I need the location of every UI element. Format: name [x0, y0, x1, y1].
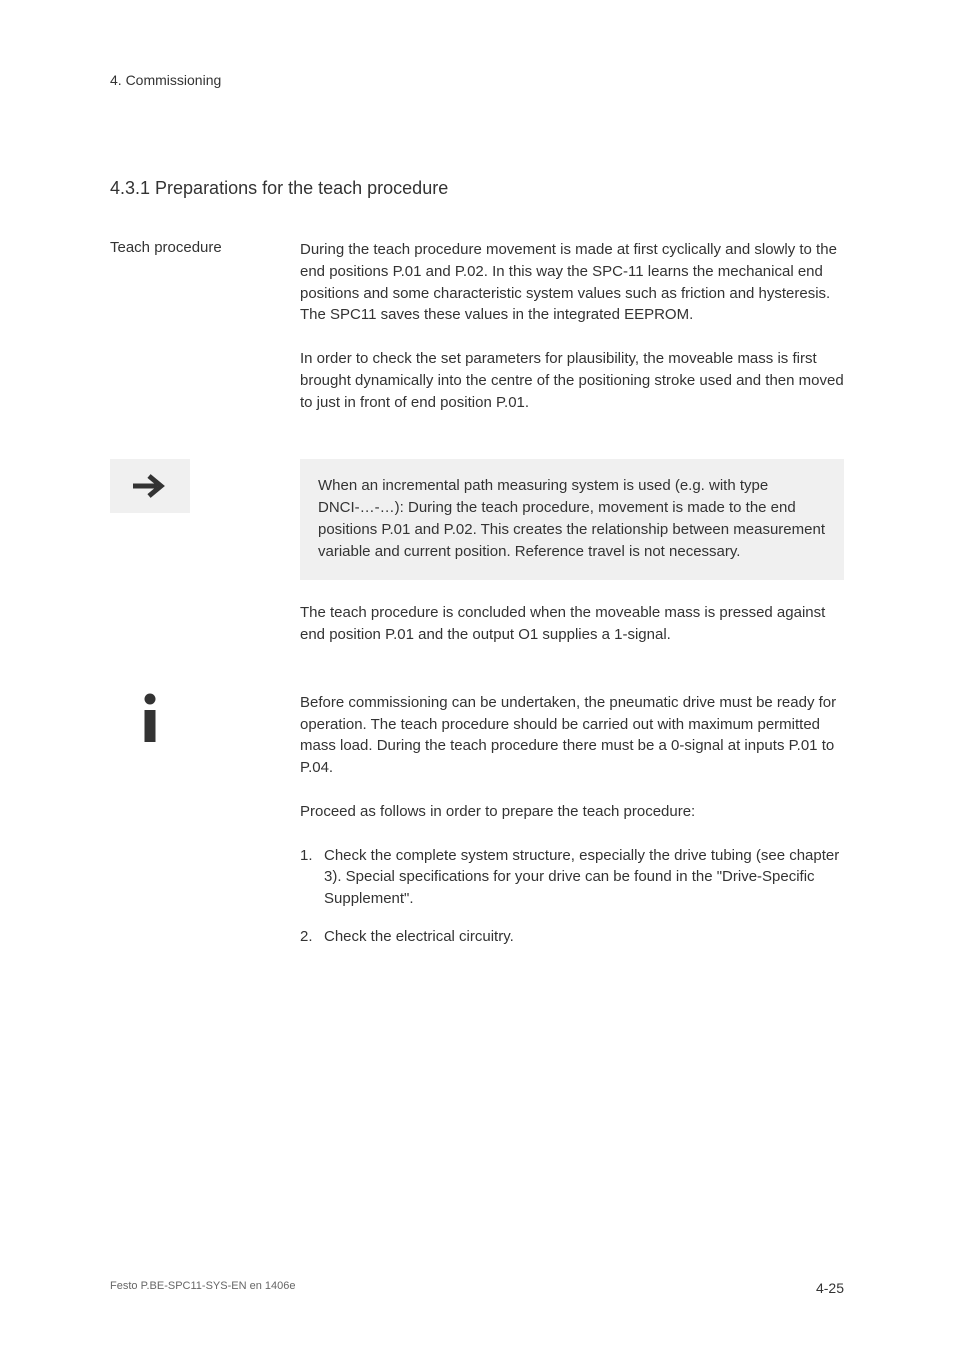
list-item: 1. Check the complete system structure, … — [300, 845, 844, 910]
info-icon — [110, 692, 190, 748]
paragraph-teach-intro: During the teach procedure movement is m… — [300, 239, 844, 326]
paragraph-proceed: Proceed as follows in order to prepare t… — [300, 801, 844, 823]
footer-doc-id: Festo P.BE-SPC11-SYS-EN en 1406e — [110, 1280, 295, 1296]
side-label: Teach procedure — [110, 239, 280, 256]
page-footer: Festo P.BE-SPC11-SYS-EN en 1406e 4-25 — [110, 1280, 844, 1296]
list-number: 2. — [300, 926, 324, 948]
chapter-header: 4. Commissioning — [110, 72, 844, 88]
paragraph-plausibility: In order to check the set parameters for… — [300, 348, 844, 413]
list-text: Check the complete system structure, esp… — [324, 845, 844, 910]
footer-page-number: 4-25 — [816, 1280, 844, 1296]
paragraph-concluded: The teach procedure is concluded when th… — [300, 602, 844, 646]
arrow-icon — [110, 459, 190, 513]
paragraph-before-commissioning: Before commissioning can be undertaken, … — [300, 692, 844, 779]
list-item: 2. Check the electrical circuitry. — [300, 926, 844, 948]
section-heading: 4.3.1 Preparations for the teach procedu… — [110, 178, 844, 199]
callout-incremental: When an incremental path measuring syste… — [300, 459, 844, 580]
preparation-steps-list: 1. Check the complete system structure, … — [300, 845, 844, 948]
list-text: Check the electrical circuitry. — [324, 926, 844, 948]
list-number: 1. — [300, 845, 324, 910]
